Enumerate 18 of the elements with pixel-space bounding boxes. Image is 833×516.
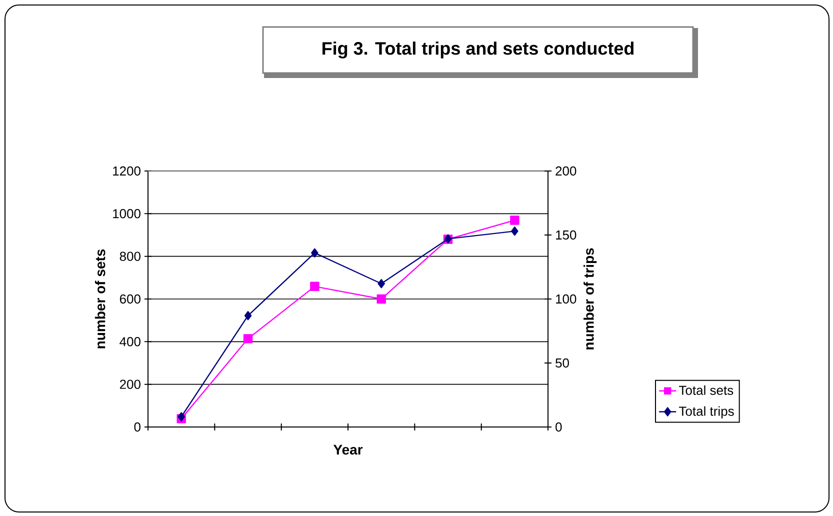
y-tick-label: 400 [120,337,140,346]
y2-tick-label: 0 [556,422,562,432]
x-axis-title: Year [333,444,363,455]
y-tick-label: 1200 [113,166,140,176]
y2-tick-label: 50 [556,358,569,368]
y-axis-title: number of sets [94,249,106,348]
legend-label: Total sets [679,385,734,395]
y-tick-label: 600 [120,294,140,304]
y-tick-label: 200 [120,380,140,389]
chart-title: Fig 3. Total trips and sets conducted [322,42,634,58]
legend-label: Total trips [679,406,734,418]
y2-tick-label: 150 [556,230,576,240]
y-tick-label: 1000 [113,209,140,218]
y2-tick-label: 100 [556,294,576,304]
y2-tick-label: 200 [556,166,576,176]
y-tick-label: 800 [120,252,140,261]
y2-axis-title: number of trips [584,248,597,350]
y-tick-label: 0 [134,422,140,432]
